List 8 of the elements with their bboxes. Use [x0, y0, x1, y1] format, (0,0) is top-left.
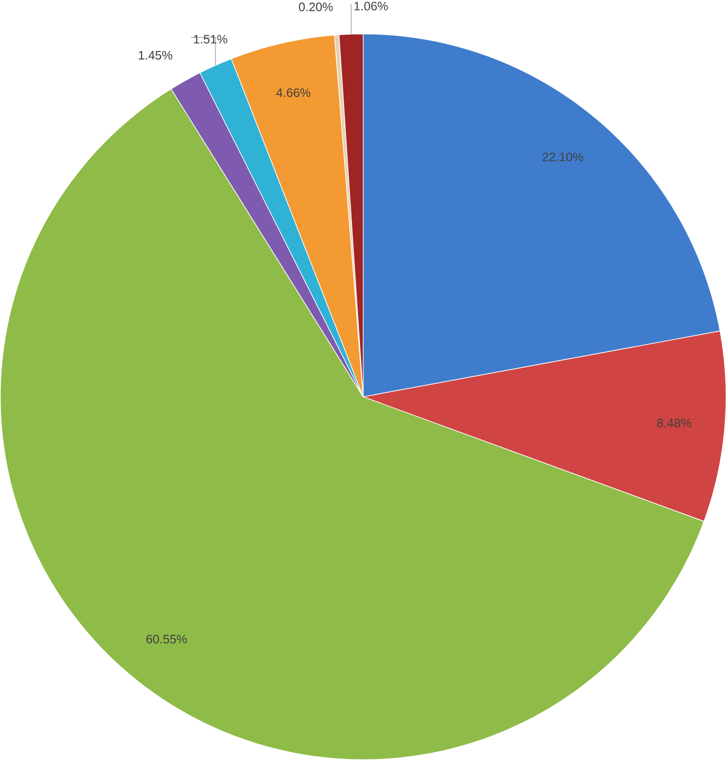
data-label: 0.20% [298, 2, 333, 12]
data-label: 8.48% [657, 418, 691, 428]
data-label: 4.66% [276, 88, 310, 97]
data-label: 1.45% [138, 50, 172, 60]
data-label: 1.51% [194, 34, 228, 44]
data-label: 1.06% [354, 2, 388, 10]
data-label: 22.10% [542, 152, 583, 162]
data-label: 60.55% [146, 634, 187, 644]
